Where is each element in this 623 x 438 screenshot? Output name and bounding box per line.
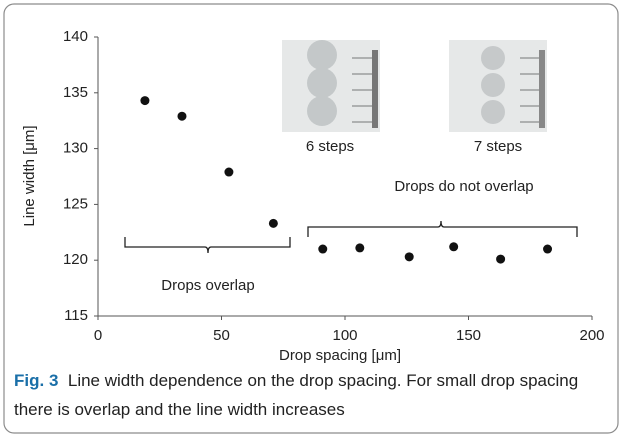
y-tick-label: 135 xyxy=(63,84,88,101)
frame xyxy=(3,3,619,434)
y-tick-label: 130 xyxy=(63,140,88,157)
annotation: Drops do not overlap xyxy=(394,178,533,195)
brace xyxy=(124,237,291,254)
caption: Fig. 3 Line width dependence on the drop… xyxy=(14,366,609,424)
y-tick-label: 115 xyxy=(64,307,88,324)
y-tick-label: 140 xyxy=(63,28,88,45)
y-axis-label: Line width [μm] xyxy=(21,125,38,226)
caption-text: Line width dependence on the drop spacin… xyxy=(14,371,579,419)
point xyxy=(404,252,414,262)
point xyxy=(177,111,187,121)
caption-label: Fig. 3 xyxy=(14,371,59,390)
x-tick-label: 0 xyxy=(94,327,102,344)
point xyxy=(318,244,328,254)
inset-6-steps xyxy=(282,40,380,132)
x-axis-label: Drop spacing [μm] xyxy=(279,347,401,364)
point xyxy=(355,243,365,253)
x-tick-label: 150 xyxy=(456,327,481,344)
point xyxy=(496,254,506,264)
x-tick-label: 100 xyxy=(332,327,357,344)
y-tick-label: 120 xyxy=(63,251,88,268)
inset-7-steps xyxy=(449,40,547,132)
brace xyxy=(307,220,578,237)
point xyxy=(268,218,278,228)
point xyxy=(449,242,459,252)
annotation: 6 steps xyxy=(306,138,354,155)
point xyxy=(224,167,234,177)
annotation: 7 steps xyxy=(474,138,522,155)
y-tick-label: 125 xyxy=(63,195,88,212)
point xyxy=(140,96,150,106)
annotation: Drops overlap xyxy=(161,277,254,294)
point xyxy=(543,244,553,254)
x-tick-label: 50 xyxy=(213,327,230,344)
x-tick-label: 200 xyxy=(579,327,604,344)
